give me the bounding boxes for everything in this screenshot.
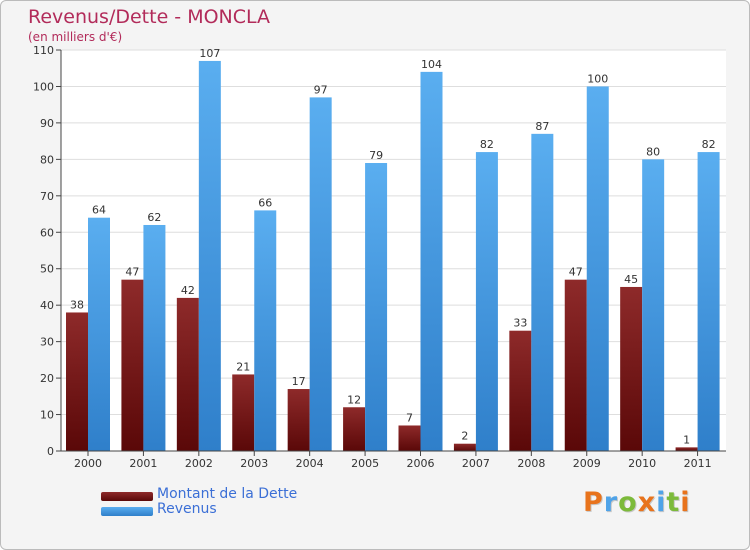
y-tick-label: 80 <box>40 153 54 166</box>
bar-dette <box>121 279 144 451</box>
x-tick-label: 2006 <box>407 457 435 470</box>
y-tick-label: 100 <box>33 80 54 93</box>
bar-dette <box>564 279 587 451</box>
legend-label-revenus: Revenus <box>157 501 217 517</box>
plot-area <box>61 50 726 451</box>
data-label: 97 <box>314 83 328 96</box>
data-label: 2 <box>461 430 468 443</box>
bar-revenus <box>420 71 443 451</box>
proxiti-logo: Proxiti <box>583 487 691 518</box>
x-tick-label: 2000 <box>74 457 102 470</box>
y-tick-label: 10 <box>40 409 54 422</box>
bar-dette <box>66 312 88 451</box>
data-label: 87 <box>535 120 549 133</box>
bar-dette <box>398 425 421 451</box>
y-tick-label: 110 <box>33 44 54 57</box>
x-tick-label: 2009 <box>573 457 601 470</box>
logo-letter: x <box>637 487 657 518</box>
data-label: 12 <box>347 393 361 406</box>
y-tick-label: 90 <box>40 117 54 130</box>
logo-letter: i <box>656 487 667 518</box>
chart-subtitle: (en milliers d'€) <box>28 30 123 44</box>
legend-label-dette: Montant de la Dette <box>157 486 298 502</box>
bar-revenus <box>475 152 498 451</box>
bar-dette <box>232 374 255 451</box>
x-tick-label: 2008 <box>517 457 545 470</box>
y-tick-label: 0 <box>47 445 54 458</box>
data-label: 82 <box>480 138 494 151</box>
bar-revenus <box>143 224 166 451</box>
data-label: 82 <box>702 138 716 151</box>
data-label: 107 <box>199 47 220 60</box>
x-tick-label: 2004 <box>296 457 324 470</box>
bar-revenus <box>586 86 609 452</box>
bar-revenus <box>198 60 221 451</box>
bar-dette <box>620 286 643 451</box>
data-label: 1 <box>683 433 690 446</box>
x-tick-label: 2011 <box>684 457 712 470</box>
y-tick-label: 70 <box>40 190 54 203</box>
y-tick-label: 60 <box>40 226 54 239</box>
data-label: 104 <box>421 58 442 71</box>
logo-letter: i <box>680 487 691 518</box>
bar-dette <box>343 407 366 451</box>
logo-letter: r <box>603 487 619 518</box>
x-tick-label: 2007 <box>462 457 490 470</box>
y-tick-label: 20 <box>40 372 54 385</box>
bar-dette <box>176 297 199 451</box>
data-label: 80 <box>646 145 660 158</box>
data-label: 47 <box>569 266 583 279</box>
x-tick-label: 2001 <box>129 457 157 470</box>
bar-revenus <box>88 217 110 451</box>
data-label: 38 <box>70 298 84 311</box>
y-tick-label: 50 <box>40 263 54 276</box>
legend-swatch-dette <box>101 492 153 501</box>
data-label: 21 <box>236 360 250 373</box>
data-label: 45 <box>624 273 638 286</box>
data-label: 64 <box>92 204 106 217</box>
logo-letter: o <box>618 487 638 518</box>
bar-dette <box>509 330 532 451</box>
bar-revenus <box>365 163 388 451</box>
legend-swatch-revenus <box>101 507 153 516</box>
data-label: 79 <box>369 149 383 162</box>
data-label: 47 <box>125 266 139 279</box>
data-label: 7 <box>406 411 413 424</box>
data-label: 17 <box>292 375 306 388</box>
bar-revenus <box>697 152 720 451</box>
x-tick-label: 2010 <box>628 457 656 470</box>
data-label: 42 <box>181 284 195 297</box>
bar-revenus <box>309 97 332 452</box>
bar-dette <box>675 447 698 451</box>
chart-title: Revenus/Dette - MONCLA <box>28 6 271 28</box>
y-tick-label: 40 <box>40 299 54 312</box>
bar-revenus <box>531 133 554 451</box>
logo-letter: t <box>666 487 681 518</box>
data-label: 62 <box>147 211 161 224</box>
data-label: 66 <box>258 196 272 209</box>
bar-dette <box>453 443 476 451</box>
bar-dette <box>287 389 310 451</box>
logo-letter: P <box>583 487 604 518</box>
x-tick-label: 2002 <box>185 457 213 470</box>
data-label: 33 <box>513 317 527 330</box>
x-tick-label: 2005 <box>351 457 379 470</box>
y-tick-label: 30 <box>40 336 54 349</box>
bar-revenus <box>254 210 277 451</box>
data-label: 100 <box>587 72 608 85</box>
x-tick-label: 2003 <box>240 457 268 470</box>
bar-revenus <box>642 159 665 451</box>
